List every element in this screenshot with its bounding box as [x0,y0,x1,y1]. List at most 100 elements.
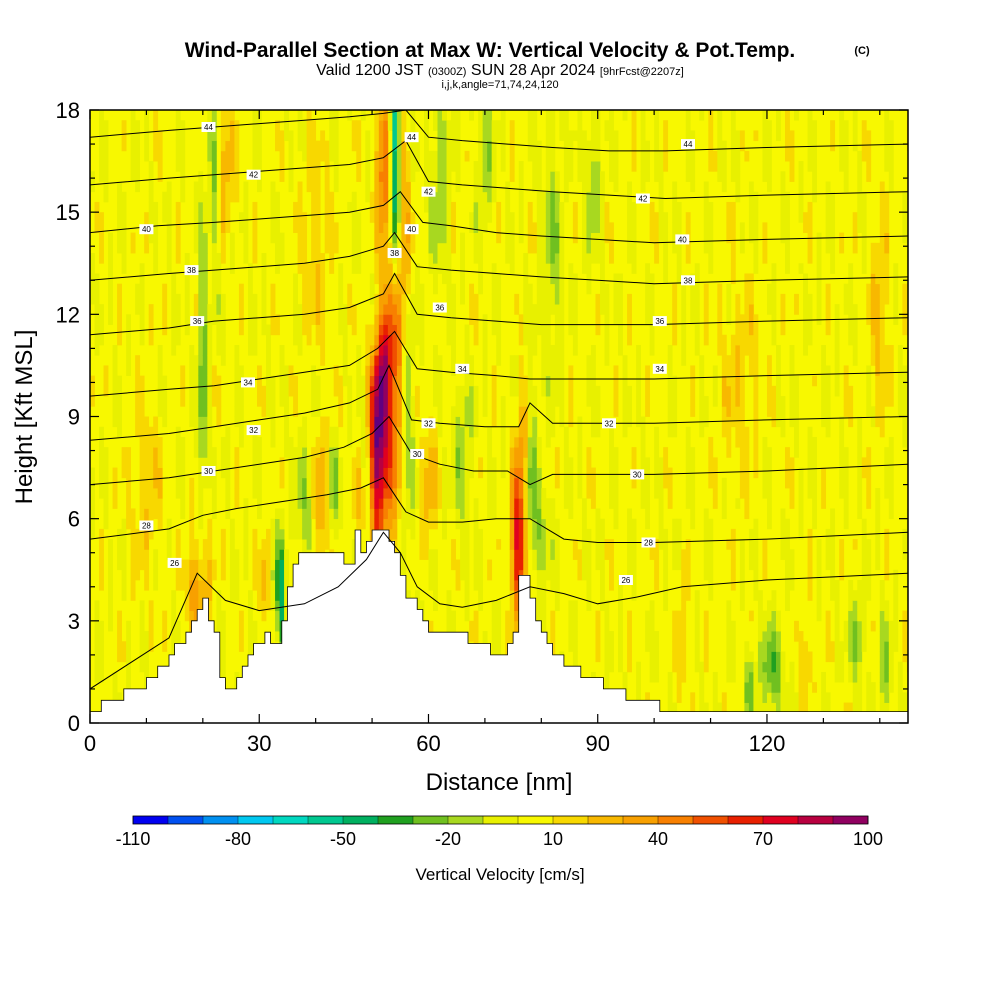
velocity-cell [771,682,777,693]
velocity-cell [739,365,745,377]
velocity-cell [103,375,109,387]
velocity-cell [771,590,777,601]
velocity-cell [586,283,592,295]
velocity-cell [563,161,569,172]
velocity-cell [766,610,772,622]
velocity-cell [401,273,407,285]
velocity-cell [509,222,515,233]
velocity-cell [514,498,520,509]
velocity-cell [834,385,840,397]
velocity-cell [590,488,596,499]
velocity-cell [834,304,840,315]
velocity-cell [315,457,321,468]
velocity-cell [297,324,303,336]
velocity-cell [568,304,574,315]
velocity-cell [243,518,249,530]
velocity-cell [279,150,285,162]
velocity-cell [211,263,217,274]
velocity-cell [631,528,637,540]
velocity-cell [464,324,470,336]
velocity-cell [315,498,321,509]
velocity-cell [672,426,678,438]
velocity-cell [297,263,303,274]
velocity-cell [861,222,867,233]
velocity-cell [189,406,195,417]
velocity-cell [369,344,375,356]
velocity-cell [753,375,759,387]
velocity-cell [342,314,348,325]
velocity-cell [234,406,240,417]
velocity-cell [613,457,619,468]
velocity-cell [216,344,222,356]
velocity-cell [369,508,375,520]
velocity-cell [509,140,515,152]
velocity-cell [428,559,434,571]
velocity-cell [514,365,520,377]
velocity-cell [378,150,384,162]
velocity-cell [852,344,858,356]
velocity-cell [252,324,258,336]
velocity-cell [329,242,335,254]
velocity-cell [198,559,204,571]
velocity-cell [356,406,362,417]
velocity-cell [238,304,244,315]
velocity-cell [374,324,380,336]
velocity-cell [545,130,551,142]
velocity-cell [446,161,452,172]
velocity-cell [144,549,150,560]
velocity-cell [117,212,122,223]
velocity-cell [99,447,104,458]
velocity-cell [478,457,484,468]
velocity-cell [189,549,195,560]
velocity-cell [581,222,587,233]
velocity-cell [581,242,587,254]
velocity-cell [117,528,122,540]
velocity-cell [590,416,596,428]
velocity-cell [766,600,772,612]
velocity-cell [735,324,741,336]
velocity-cell [631,150,637,162]
velocity-cell [649,283,655,295]
velocity-cell [690,406,696,417]
velocity-cell [189,416,195,428]
velocity-cell [753,355,759,366]
velocity-cell [599,559,605,571]
velocity-cell [848,334,854,346]
velocity-cell [663,222,669,233]
velocity-cell [175,539,181,550]
velocity-cell [478,539,484,550]
velocity-cell [712,396,718,407]
velocity-cell [766,150,772,162]
velocity-cell [175,569,181,581]
velocity-cell [613,375,619,387]
velocity-cell [428,150,434,162]
velocity-cell [266,375,271,387]
velocity-cell [509,426,515,438]
velocity-cell [311,467,317,479]
velocity-cell [401,283,407,295]
velocity-cell [270,201,276,213]
velocity-cell [857,150,863,162]
velocity-cell [90,528,95,540]
velocity-cell [780,314,786,325]
velocity-cell [320,457,326,468]
velocity-cell [279,579,285,591]
velocity-cell [320,416,326,428]
velocity-cell [311,385,317,397]
velocity-cell [405,508,411,520]
velocity-cell [193,447,199,458]
velocity-cell [658,498,664,509]
velocity-cell [875,344,881,356]
velocity-cell [175,436,181,448]
velocity-cell [541,385,547,397]
velocity-cell [861,457,867,468]
velocity-cell [275,569,280,581]
velocity-cell [315,528,321,540]
velocity-cell [225,171,231,182]
velocity-cell [613,385,619,397]
velocity-cell [550,120,556,131]
velocity-cell [405,396,411,407]
velocity-cell [753,406,759,417]
velocity-cell [627,191,632,203]
velocity-cell [785,467,790,479]
